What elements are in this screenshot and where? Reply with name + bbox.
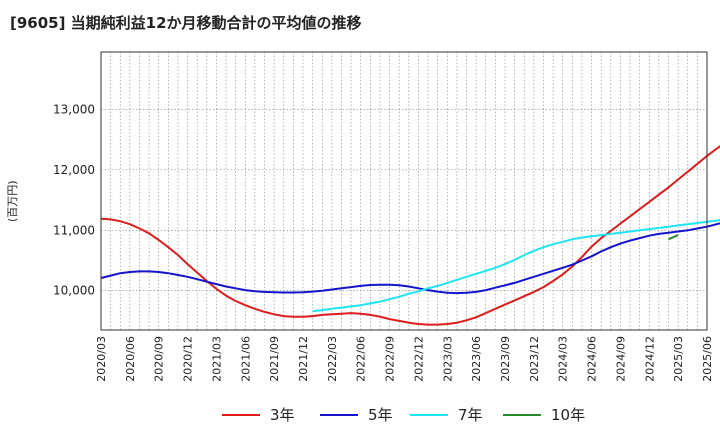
y-axis-ticks: 10,000 11,000 12,000 13,000: [53, 102, 95, 297]
y-tick-label: 11,000: [53, 223, 95, 237]
x-tick-label: 2025/03: [672, 336, 685, 382]
legend-swatch: [222, 413, 260, 416]
x-tick-label: 2020/03: [95, 336, 108, 382]
x-tick-label: 2020/06: [124, 336, 137, 382]
x-tick-label: 2024/12: [643, 336, 656, 382]
legend-item: 5年: [320, 404, 393, 425]
x-tick-label: 2021/12: [297, 336, 310, 382]
series-line-3年: [100, 145, 720, 326]
series-line-5年: [100, 222, 720, 295]
x-tick-label: 2020/12: [182, 336, 195, 382]
legend-item: 10年: [503, 404, 585, 425]
legend-swatch: [320, 413, 358, 416]
legend-label: 3年: [270, 406, 295, 424]
x-tick-label: 2022/06: [355, 336, 368, 382]
plot-area: [101, 52, 707, 330]
series-line-7年: [312, 219, 720, 313]
x-tick-label: 2023/03: [441, 336, 454, 382]
x-tick-label: 2022/03: [326, 336, 339, 382]
legend-swatch: [503, 413, 541, 416]
legend-label: 7年: [458, 406, 483, 424]
x-tick-label: 2021/09: [268, 336, 281, 382]
x-tick-label: 2023/09: [499, 336, 512, 382]
x-axis-ticks: 2020/03 2020/06 2020/09 2020/12 2021/03 2021/…: [95, 336, 714, 382]
y-tick-label: 12,000: [53, 163, 95, 177]
legend-swatch: [410, 413, 448, 416]
chart-title: [9605] 当期純利益12か月移動合計の平均値の推移: [10, 14, 362, 32]
x-tick-label: 2024/09: [614, 336, 627, 382]
x-tick-label: 2020/09: [153, 336, 166, 382]
legend-label: 10年: [551, 406, 586, 424]
x-tick-label: 2024/06: [586, 336, 599, 382]
series-line-10年: [668, 234, 679, 241]
legend-item: 7年: [410, 404, 483, 425]
x-tick-label: 2023/06: [470, 336, 483, 382]
plot-border: [100, 51, 708, 331]
legend-item: 3年: [222, 404, 295, 425]
series-lines: [100, 145, 720, 326]
y-tick-label: 13,000: [53, 102, 95, 116]
x-tick-label: 2025/06: [701, 336, 714, 382]
x-tick-label: 2023/12: [528, 336, 541, 382]
x-tick-label: 2024/03: [557, 336, 570, 382]
grid-lines: [100, 52, 708, 330]
y-tick-label: 10,000: [53, 284, 95, 298]
legend-label: 5年: [368, 406, 393, 424]
x-tick-label: 2021/06: [239, 336, 252, 382]
legend: 3年 5年 7年 10年: [0, 400, 720, 430]
x-tick-label: 2021/03: [210, 336, 223, 382]
x-tick-label: 2022/12: [412, 336, 425, 382]
x-tick-label: 2022/09: [384, 336, 397, 382]
